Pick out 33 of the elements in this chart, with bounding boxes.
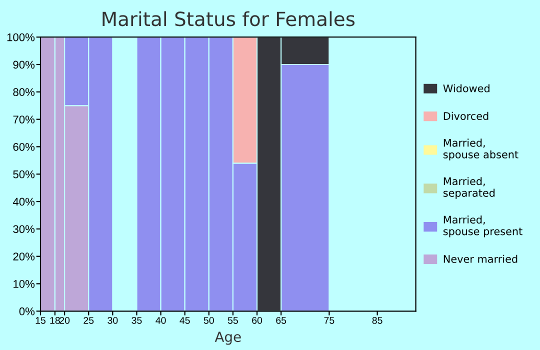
y-tick-label: 60% [13,142,35,151]
x-tick-label: 20 [60,316,70,324]
y-tick-label: 40% [12,198,35,206]
y-tick-label: 70% [13,116,35,124]
y-tick-label: 20% [13,252,35,260]
y-tick-label: 80% [13,88,35,96]
y-tick-label: 50% [13,170,35,178]
x-tick-label: 85 [372,316,382,324]
chart-title: Marital Status for Females [102,11,355,26]
x-tick-label: 50 [204,316,214,324]
y-tick-label: 90% [13,60,35,69]
legend-label: Married, separated [443,177,495,199]
legend-label: Widowed [443,84,490,92]
x-tick-label: 30 [108,316,118,324]
legend-label: Married, spouse present [443,216,522,238]
y-tick-label: 100% [7,33,35,42]
x-tick-label: 35 [132,316,142,324]
y-tick-label: 30% [13,225,35,234]
y-tick-label: 10% [14,280,35,288]
x-tick-label: 15 [36,317,46,324]
x-tick-label: 45 [180,317,190,324]
x-tick-label: 65 [276,316,286,324]
x-tick-label: 75 [324,317,334,324]
x-tick-label: 55 [228,317,238,324]
legend-label: Divorced [444,112,488,120]
y-tick-label: 0% [19,307,35,316]
x-axis-title: Age [214,332,241,345]
x-tick-label: 18 [50,316,60,324]
x-tick-label: 60 [252,316,262,324]
x-tick-label: 40 [156,316,166,324]
legend-label: Married, spouse absent [443,138,518,160]
x-tick-label: 25 [84,316,94,324]
legend-label: Never married [444,254,518,263]
